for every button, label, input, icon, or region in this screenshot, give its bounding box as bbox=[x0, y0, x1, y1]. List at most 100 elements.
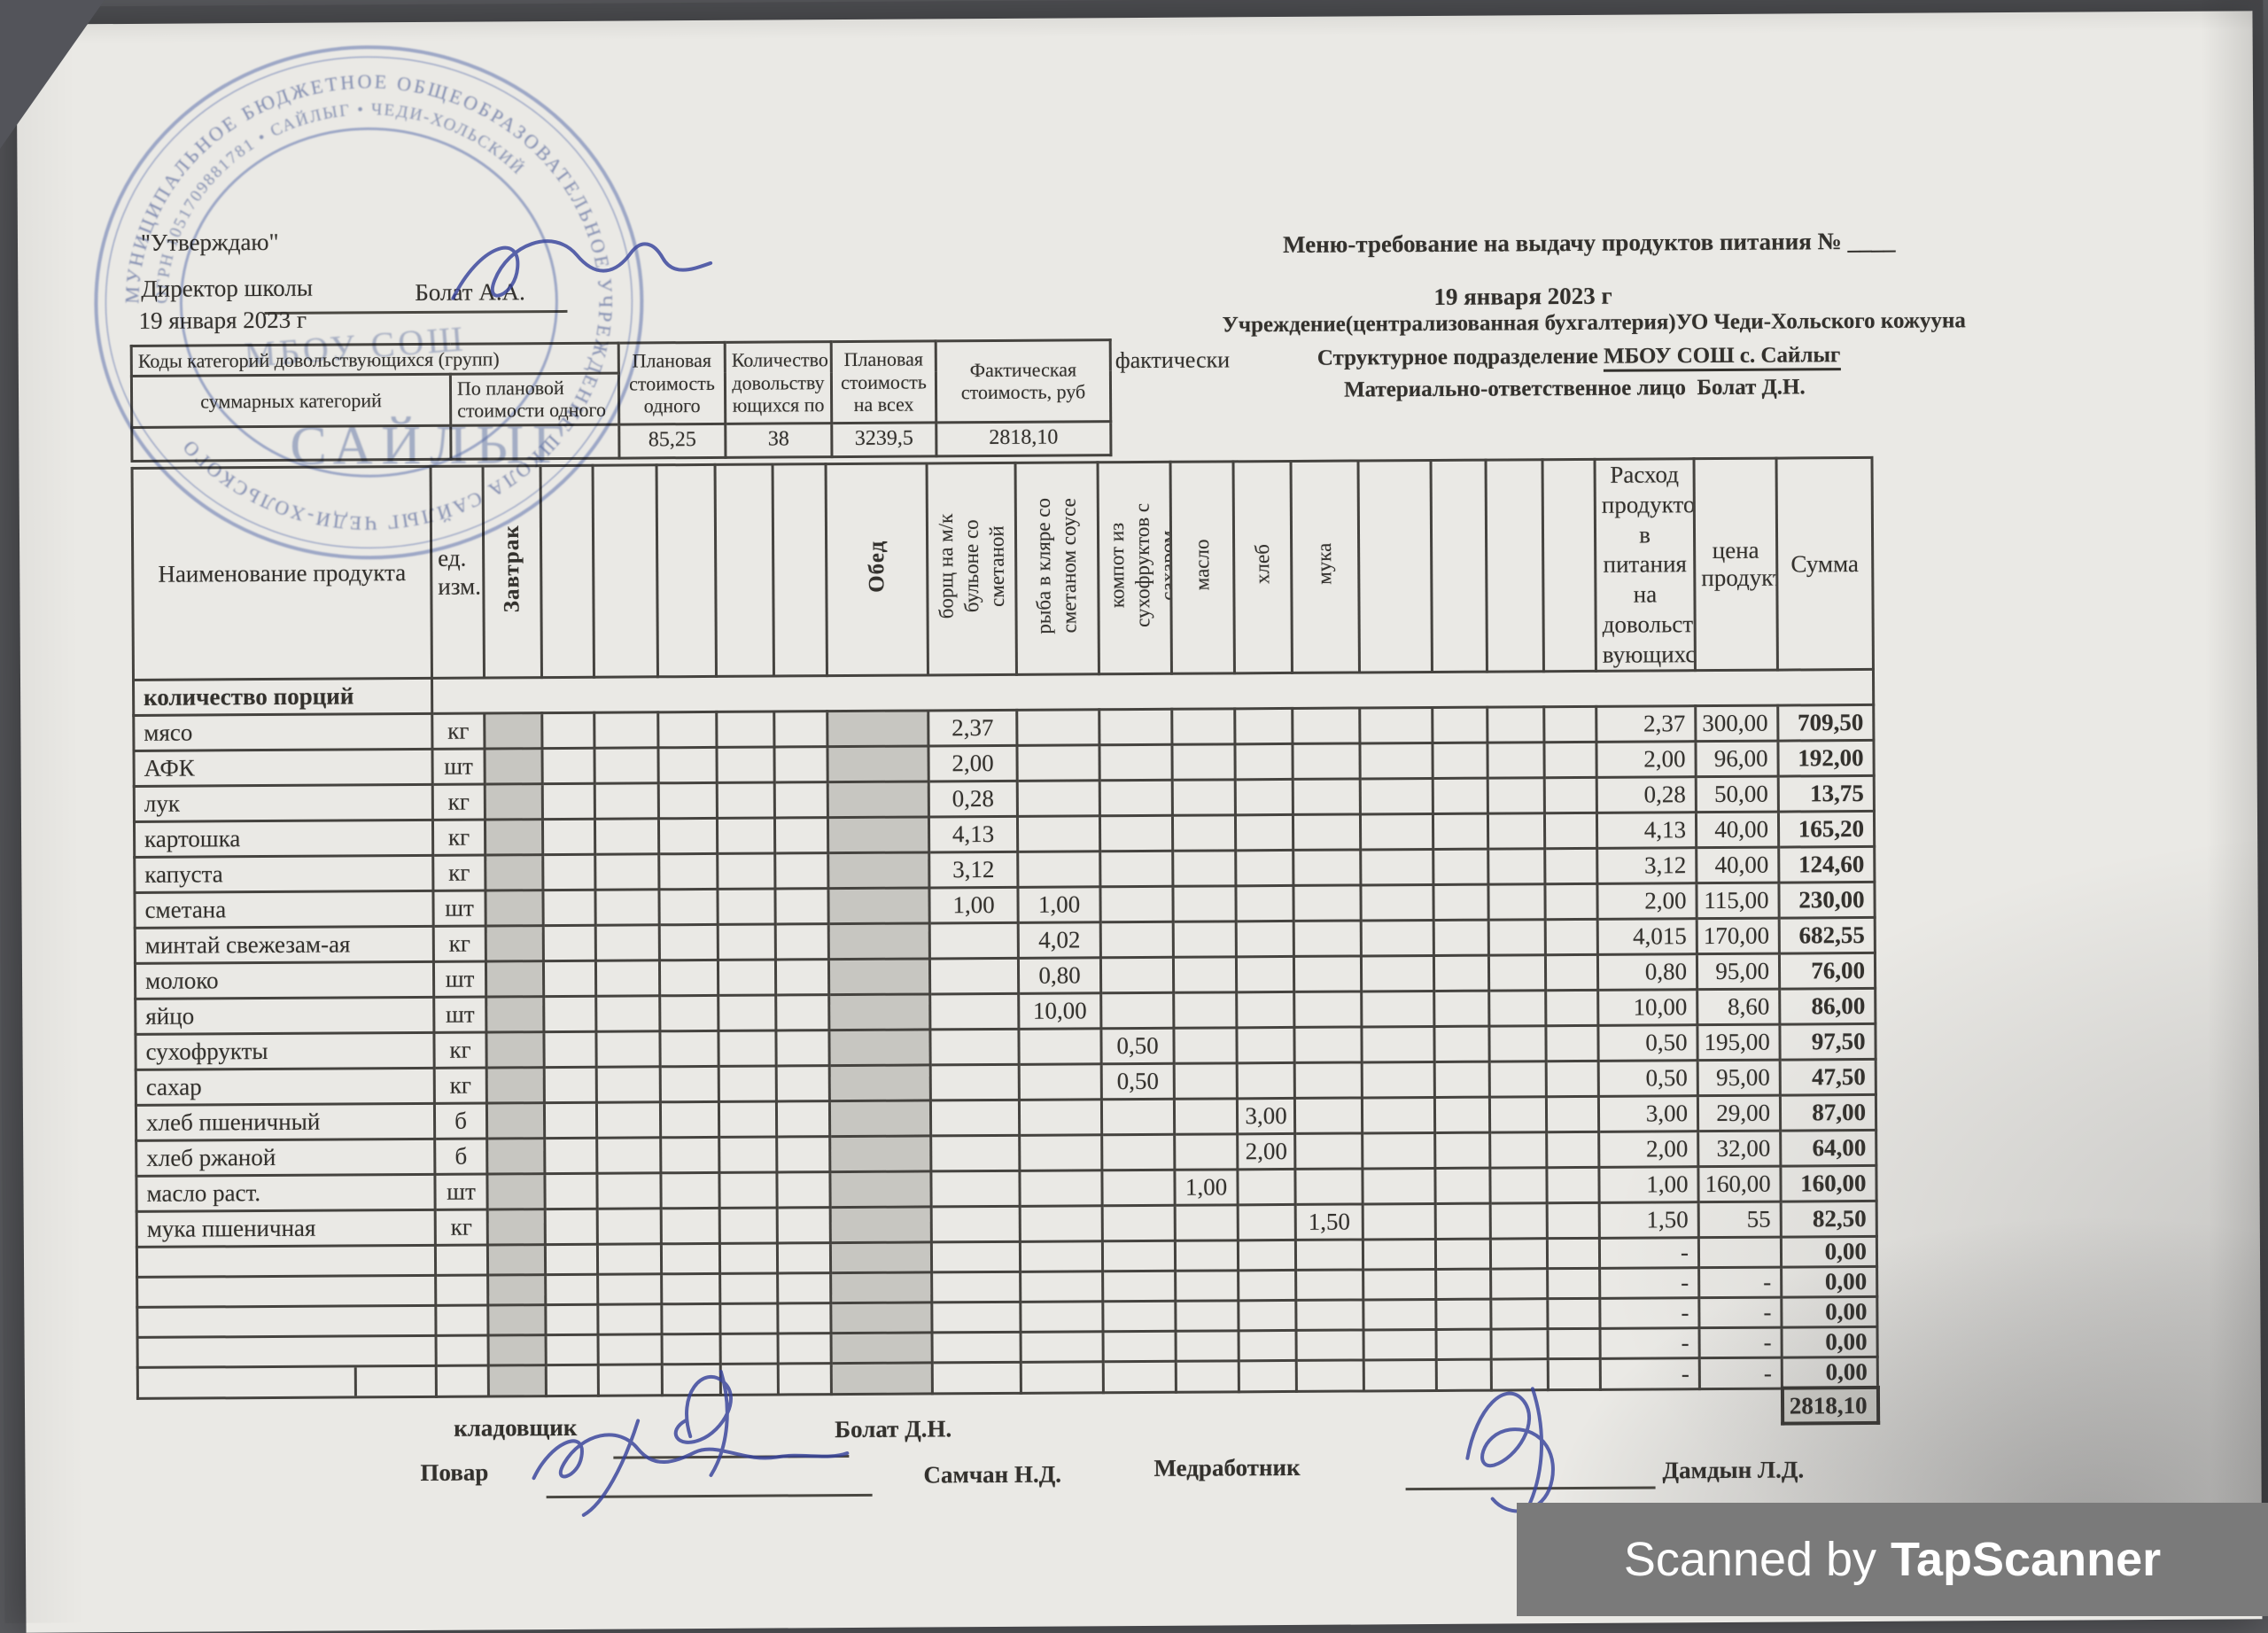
cell-sum: 682,55 bbox=[1779, 918, 1875, 954]
cell-expense: 4,13 bbox=[1596, 813, 1696, 849]
cell-fish bbox=[1020, 1206, 1102, 1242]
cell-blank bbox=[594, 783, 658, 819]
cell-blank bbox=[1434, 991, 1489, 1026]
cell-unit: кг bbox=[435, 1209, 487, 1245]
cell-blank bbox=[1362, 991, 1434, 1028]
cell-blank bbox=[1434, 1097, 1489, 1132]
cell-blank bbox=[595, 925, 659, 960]
cell-blank bbox=[597, 1173, 661, 1209]
cell-blank bbox=[1362, 1062, 1434, 1099]
cell-compote bbox=[1102, 1170, 1175, 1207]
cell-blank bbox=[720, 1303, 778, 1334]
cell-blank bbox=[544, 997, 596, 1032]
cell-blank bbox=[1487, 813, 1544, 849]
value-actual-cost: 2818,10 bbox=[936, 421, 1111, 455]
cell-blank bbox=[1546, 1097, 1598, 1132]
cell-unit bbox=[435, 1245, 487, 1275]
cell-bfast bbox=[488, 1275, 546, 1305]
cell-bread bbox=[1238, 1205, 1295, 1240]
cell-blank bbox=[1436, 1269, 1491, 1299]
institution-line: Учреждение(централизованная бухгалтерия)… bbox=[1222, 308, 1965, 338]
col-dish-butter-header: масло bbox=[1170, 462, 1234, 674]
cell-flour bbox=[1294, 1098, 1362, 1133]
cell-blank bbox=[718, 1066, 776, 1101]
cell-fish bbox=[1017, 745, 1099, 782]
cell-lunch bbox=[830, 1207, 931, 1243]
cell-bfast bbox=[485, 855, 543, 890]
cell-unit: шт bbox=[433, 890, 485, 926]
cell-blank bbox=[1548, 1359, 1600, 1390]
cell-flour bbox=[1293, 708, 1360, 743]
cell-price: 95,00 bbox=[1697, 953, 1779, 990]
cell-unit: шт bbox=[432, 749, 485, 784]
cell-blank bbox=[717, 782, 774, 818]
cell-blank bbox=[594, 748, 658, 783]
cell-flour bbox=[1293, 814, 1360, 850]
cell-blank bbox=[1487, 743, 1544, 778]
col-blank-header bbox=[1431, 460, 1487, 673]
cell-bread bbox=[1236, 886, 1293, 921]
cell-blank bbox=[598, 1334, 662, 1365]
dish-flour-label: мука bbox=[1312, 543, 1338, 585]
cell-fish bbox=[1020, 1170, 1102, 1207]
cell-blank bbox=[1363, 1330, 1436, 1361]
cell-compote bbox=[1102, 1206, 1175, 1242]
cell-lunch bbox=[828, 888, 929, 924]
cell-fish bbox=[1021, 1362, 1103, 1393]
cell-expense: 1,00 bbox=[1599, 1167, 1698, 1203]
cell-blank bbox=[1360, 779, 1433, 815]
cook-signature-line bbox=[547, 1494, 873, 1498]
cell-blank bbox=[1434, 1061, 1489, 1097]
cell-bread bbox=[1237, 992, 1294, 1028]
cell-blank bbox=[719, 1137, 777, 1172]
cell-borsch bbox=[930, 1100, 1019, 1137]
cell-lunch bbox=[830, 1242, 931, 1273]
cell-blank bbox=[542, 784, 594, 820]
cell-compote bbox=[1099, 745, 1172, 782]
cell-borsch bbox=[931, 1136, 1020, 1172]
cell-blank bbox=[774, 818, 827, 853]
cell-borsch bbox=[932, 1303, 1021, 1334]
cell-expense: 0,80 bbox=[1597, 954, 1697, 991]
cell-bread bbox=[1235, 744, 1293, 780]
cell-borsch bbox=[932, 1363, 1021, 1394]
cell-bfast bbox=[488, 1365, 546, 1396]
cell-flour bbox=[1293, 850, 1361, 885]
cell-sum: 0,00 bbox=[1782, 1327, 1877, 1358]
cell-blank bbox=[660, 1102, 718, 1138]
cell-flour: 1,50 bbox=[1295, 1204, 1363, 1240]
cell-blank bbox=[1363, 1300, 1436, 1331]
cell-blank bbox=[1490, 1239, 1547, 1269]
cell-lunch bbox=[829, 1065, 930, 1101]
cell-blank bbox=[662, 1274, 720, 1304]
cell-blank bbox=[661, 1209, 719, 1244]
cell-blank bbox=[1363, 1360, 1436, 1391]
cell-fish bbox=[1021, 1271, 1103, 1303]
cell-expense: 2,00 bbox=[1597, 883, 1697, 920]
cell-blank bbox=[775, 853, 828, 889]
cell-blank bbox=[658, 783, 717, 819]
cell-borsch: 4,13 bbox=[928, 817, 1017, 853]
cell-blank bbox=[597, 1244, 661, 1274]
cell-blank bbox=[718, 1030, 776, 1066]
cell-lunch bbox=[830, 1136, 931, 1172]
total-sum: 2818,10 bbox=[1782, 1388, 1877, 1424]
cell-compote: 0,50 bbox=[1101, 1029, 1174, 1065]
cell-blank bbox=[776, 1066, 829, 1101]
cell-bfast bbox=[487, 1139, 545, 1174]
cell-blank bbox=[1545, 920, 1597, 955]
col-quantity: Количество довольству ющихся по bbox=[725, 342, 832, 424]
cell-blank bbox=[1360, 708, 1433, 744]
cell-blank bbox=[596, 996, 660, 1031]
cell-flour bbox=[1296, 1300, 1363, 1330]
cell-price: 95,00 bbox=[1697, 1060, 1780, 1096]
col-blank-header bbox=[773, 464, 827, 677]
cell-name: молоко bbox=[135, 962, 433, 999]
storekeeper-signature-line bbox=[613, 1455, 849, 1459]
cell-price: - bbox=[1699, 1267, 1782, 1298]
cell-lunch bbox=[831, 1333, 932, 1364]
col-price-header: цена продукта bbox=[1694, 458, 1777, 671]
cell-bfast bbox=[486, 1032, 544, 1068]
col-dish-bread-header: хлеб bbox=[1233, 461, 1292, 673]
cell-lunch bbox=[829, 1100, 930, 1137]
